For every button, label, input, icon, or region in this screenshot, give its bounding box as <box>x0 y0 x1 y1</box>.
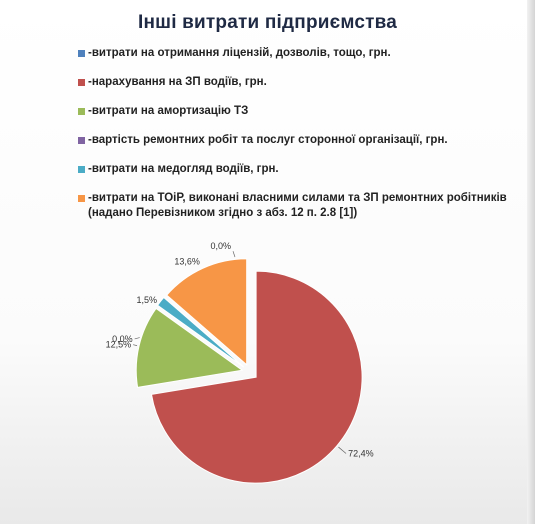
legend-swatch <box>78 166 85 173</box>
legend-item-licenses: -витрати на отримання ліцензій, дозволів… <box>78 46 518 61</box>
data-label-depreciation: 12,5% <box>106 340 132 350</box>
pie-slice-depreciation <box>135 307 244 388</box>
legend-swatch <box>78 195 85 202</box>
legend-label: -витрати на отримання ліцензій, дозволів… <box>88 47 391 59</box>
legend-swatch <box>78 50 85 57</box>
legend-item-driver-salary-charges: -нарахування на ЗП водіїв, грн. <box>78 75 518 90</box>
leader-line <box>232 251 236 258</box>
pie-slice-medical-checks <box>156 296 245 368</box>
legend-label: -витрати на медогляд водіїв, грн. <box>88 163 279 175</box>
leader-line <box>338 446 347 454</box>
legend-label: -нарахування на ЗП водіїв, грн. <box>88 76 267 88</box>
legend-swatch <box>78 79 85 86</box>
legend-item-external-repairs: -вартість ремонтних робіт та послуг стор… <box>78 133 518 148</box>
legend-swatch <box>78 137 85 144</box>
window-edge <box>527 0 535 524</box>
leader-line <box>134 337 140 340</box>
legend-label: -витрати на ТОіР, виконані власними сила… <box>88 192 507 219</box>
data-label-medical-checks: 1,5% <box>137 295 158 305</box>
leader-line <box>133 344 138 346</box>
pie-slice-maintenance <box>166 258 248 366</box>
data-label-licenses: 0,0% <box>211 241 232 251</box>
legend-label: -вартість ремонтних робіт та послуг стор… <box>88 134 448 146</box>
data-label-driver-salary-charges: 72,4% <box>348 449 374 459</box>
data-label-external-repairs: 0,0% <box>112 334 133 344</box>
pie-slice-driver-salary-charges <box>150 270 363 484</box>
chart-title: Інші витрати підприємства <box>138 12 397 33</box>
legend-label: -витрати на амортизацію ТЗ <box>88 105 249 117</box>
data-label-maintenance: 13,6% <box>174 256 200 266</box>
legend-item-depreciation: -витрати на амортизацію ТЗ <box>78 104 518 119</box>
chart-legend: -витрати на отримання ліцензій, дозволів… <box>78 46 518 235</box>
legend-item-medical-checks: -витрати на медогляд водіїв, грн. <box>78 162 518 177</box>
legend-item-maintenance: -витрати на ТОіР, виконані власними сила… <box>78 191 518 221</box>
legend-swatch <box>78 108 85 115</box>
